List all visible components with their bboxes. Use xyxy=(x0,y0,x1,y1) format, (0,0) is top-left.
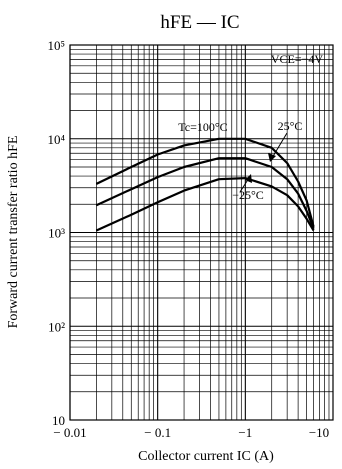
x-axis-label: Collector current IC (A) xyxy=(138,449,274,464)
y-tick-label: 10⁴ xyxy=(47,132,65,147)
x-tick-labels: − 0.01 − 0.1 −1 −10 xyxy=(53,425,329,440)
annotation-label: VCE=−4V xyxy=(271,52,324,66)
annotations: VCE=−4V Tc=100°C 25°C −25°C xyxy=(178,52,323,202)
x-tick-label: − 0.1 xyxy=(144,425,171,440)
plot-frame xyxy=(69,44,334,421)
annotation-arrow xyxy=(271,132,288,159)
annotation-label: 25°C xyxy=(278,119,303,133)
series-line-3 xyxy=(95,177,315,232)
series-line-2 xyxy=(95,157,315,230)
y-tick-labels: 10 10² 10³ 10⁴ 10⁵ xyxy=(47,38,65,428)
chart-title: hFE — IC xyxy=(160,12,239,33)
y-tick-label: 10 xyxy=(52,413,65,428)
annotation-arrow-head xyxy=(268,153,276,162)
series-line-1 xyxy=(95,137,315,228)
grid xyxy=(69,45,333,421)
x-tick-label: −10 xyxy=(309,425,329,440)
x-tick-label: − 0.01 xyxy=(53,425,86,440)
y-tick-label: 10² xyxy=(48,319,65,334)
series-lines xyxy=(95,137,315,232)
y-tick-label: 10³ xyxy=(48,226,65,241)
x-tick-label: −1 xyxy=(238,425,252,440)
y-tick-label: 10⁵ xyxy=(47,38,65,53)
annotation-label: −25°C xyxy=(232,188,264,202)
annotation-label: Tc=100°C xyxy=(178,120,227,134)
annotation-arrow-head xyxy=(245,174,252,183)
y-axis-label: Forward current transfer ratio hFE xyxy=(6,136,21,329)
